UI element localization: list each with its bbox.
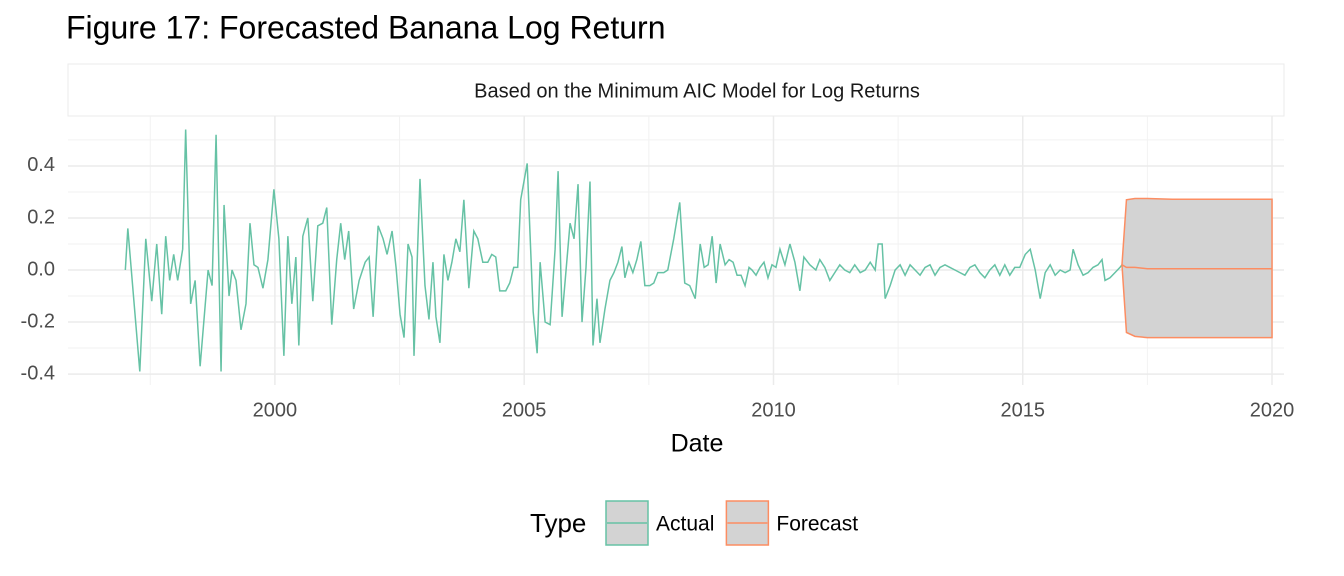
series-line (124, 129, 1123, 372)
strip (67, 63, 1285, 117)
y-tick-label: 0.4 (27, 154, 55, 176)
y-tick-label: 0.0 (27, 258, 55, 280)
legend-label: Forecast (776, 513, 858, 536)
y-tick-label: -0.2 (21, 310, 55, 332)
x-tick-label: 2020 (1250, 399, 1295, 421)
legend: Actual Forecast (605, 500, 858, 546)
plot-area (124, 129, 1273, 372)
x-tick-label: 2015 (1001, 399, 1046, 421)
series-line (1121, 264, 1273, 270)
y-tick-label: 0.2 (27, 206, 55, 228)
x-axis-title: Date (671, 430, 724, 458)
x-tick-label: 2000 (253, 399, 298, 421)
grid: -0.4 -0.2 0.0 0.2 0.4 2000 2005 2010 2015 2020 (21, 116, 1295, 421)
x-tick-label: 2010 (751, 399, 796, 421)
y-tick-label: -0.4 (21, 362, 55, 384)
chart-title: Figure 17: Forecasted Banana Log Return (66, 9, 665, 45)
chart-subtitle: Based on the Minimum AIC Model for Log R… (474, 80, 920, 102)
legend-label: Actual (656, 513, 714, 536)
x-tick-label: 2005 (502, 399, 547, 421)
legend-title: Type (530, 508, 586, 538)
